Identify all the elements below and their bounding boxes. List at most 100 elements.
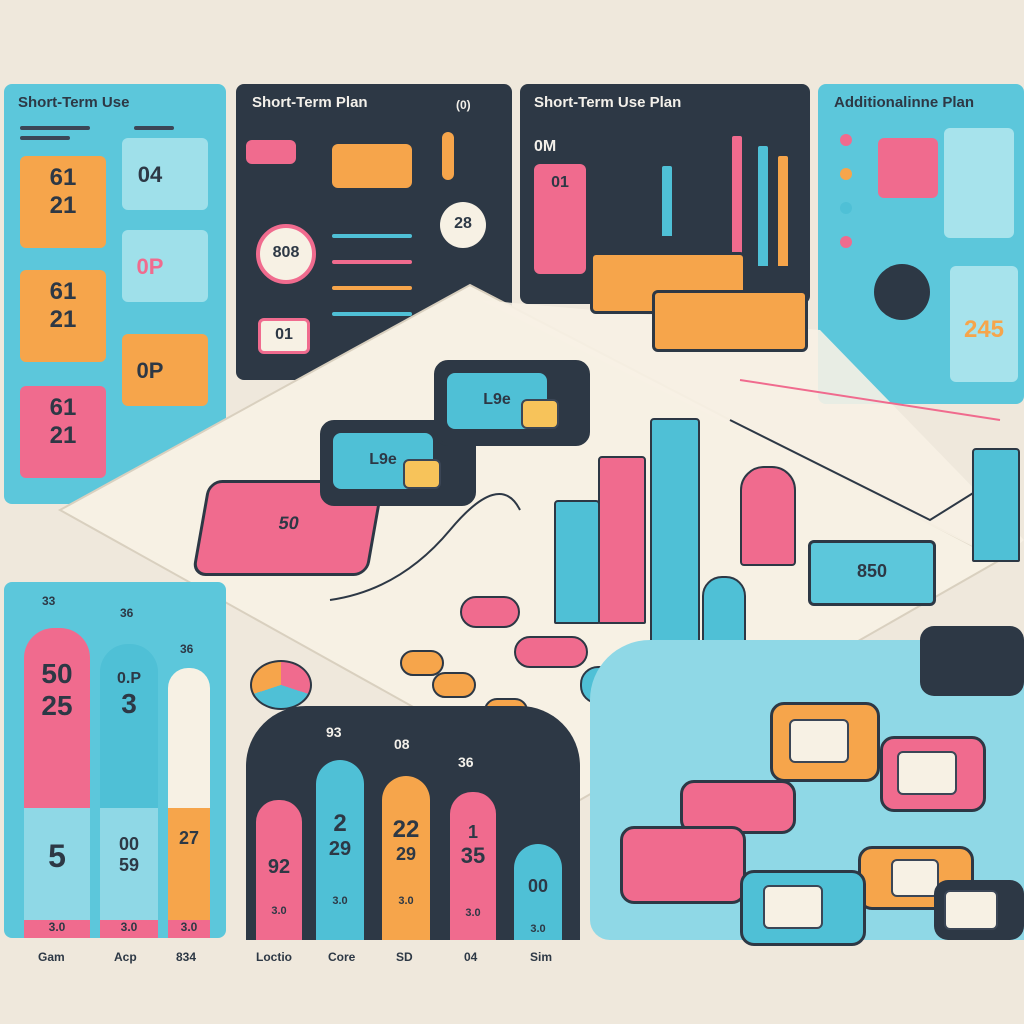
bar-label: Loctio [256, 950, 292, 964]
plan-card[interactable]: 61 21 [20, 270, 106, 362]
bar-column: 2 29 3.0 [316, 760, 364, 940]
bar-base: 3.0 [24, 920, 90, 938]
bar-value: 35 [460, 843, 486, 868]
bar-header: 36 [180, 642, 194, 656]
badge-value: 01 [275, 326, 293, 343]
bar-value: 00 [527, 876, 549, 896]
bar-column: 92 3.0 [256, 800, 302, 940]
bubble: 28 [440, 202, 486, 248]
status-dot [840, 236, 852, 248]
panel-title: Additionalinne Plan [834, 94, 975, 111]
bar-column: 00 3.0 [514, 844, 562, 940]
bar-lower: 5 [48, 838, 66, 874]
bar-top: 0.P [116, 670, 141, 687]
side-card[interactable]: 0P [122, 230, 208, 302]
bar-column: 0.P 3 00 59 3.0 [100, 644, 158, 938]
pill-button[interactable] [514, 636, 588, 668]
sim-card[interactable] [770, 702, 880, 782]
big-number-card: 245 [950, 266, 1018, 382]
bar-column: 22 29 3.0 [382, 776, 430, 940]
bar-lower-segment: 5 [24, 808, 90, 938]
side-card-value: 04 [137, 162, 163, 187]
bar-lower-segment: 27 [168, 808, 210, 938]
bar-mid: 3 [121, 688, 137, 719]
plan-card[interactable]: 61 21 [20, 156, 106, 248]
panel-label: 0M [534, 138, 557, 155]
sim-card-teal[interactable]: L9e [320, 420, 476, 506]
sim-card-label: L9e [483, 391, 511, 408]
sim-card[interactable] [620, 826, 746, 904]
mini-bar [660, 164, 674, 238]
panel-title: Short-Term Use [18, 94, 130, 111]
bar-header: 33 [42, 594, 56, 608]
bar-base-value: 3.0 [398, 895, 414, 907]
sim-card[interactable] [920, 626, 1024, 696]
panel-title: Short-Term Plan [252, 94, 368, 111]
text-line [134, 126, 174, 130]
bar-header: 36 [458, 754, 474, 770]
sim-chip [789, 719, 849, 763]
pie-circle [874, 264, 930, 320]
plan-card-bottom: 21 [49, 422, 77, 449]
bar-lower-segment: 00 59 [100, 808, 158, 938]
bar-value: 22 [392, 816, 420, 843]
bar-header: 08 [394, 736, 410, 752]
value-tag[interactable]: 850 [808, 540, 936, 606]
bar-label: Core [328, 950, 356, 964]
slider-line [332, 260, 412, 264]
bar-base-value: 3.0 [120, 920, 138, 934]
bar-base-value: 3.0 [48, 920, 66, 934]
big-number: 245 [963, 316, 1005, 343]
bar-value: 2 [333, 810, 347, 837]
bar-label: SD [396, 950, 413, 964]
slider-line [332, 234, 412, 238]
info-block [878, 138, 938, 198]
sim-card-dark[interactable]: L9e [434, 360, 590, 446]
sim-card[interactable] [934, 880, 1024, 940]
status-dot [840, 168, 852, 180]
pill-button[interactable] [460, 596, 520, 628]
panel-title: Short-Term Use Plan [534, 94, 682, 111]
pie-chart-icon [250, 660, 312, 710]
bar-base-value: 3.0 [180, 920, 198, 934]
sim-card-label: L9e [369, 451, 397, 468]
side-card[interactable]: 04 [122, 138, 208, 210]
slider-line [332, 286, 412, 290]
side-card-value: 0P [136, 254, 164, 279]
bar-3d [972, 448, 1020, 562]
info-block [944, 128, 1014, 238]
bottom-center-chart: 93 08 36 92 3.0 2 29 3.0 22 29 3.0 1 35 … [246, 706, 580, 940]
slider-line [332, 312, 412, 316]
bar-header: 36 [120, 606, 134, 620]
bar-value: 92 [267, 856, 291, 878]
plan-card-bottom: 21 [49, 306, 77, 333]
bar-label: 834 [176, 950, 197, 964]
badge: 01 [258, 318, 310, 354]
bar-lower: 27 [178, 828, 200, 848]
sim-card[interactable] [740, 870, 866, 946]
bar-3d [650, 418, 700, 646]
text-line [20, 126, 90, 130]
sim-chip [403, 459, 441, 489]
pill-button[interactable] [432, 672, 476, 698]
gauge-value: 808 [272, 244, 300, 261]
side-card[interactable]: 0P [122, 334, 208, 406]
bar-top: 50 [41, 658, 73, 689]
pill-button[interactable] [400, 650, 444, 676]
plan-card[interactable]: 61 21 [20, 386, 106, 478]
bar-3d [554, 500, 600, 624]
bar-label: Gam [38, 950, 65, 964]
plan-card-top: 61 [49, 164, 77, 191]
mini-bar [756, 144, 770, 268]
value-tag-text: 850 [856, 561, 888, 581]
plan-pill[interactable] [652, 290, 808, 352]
info-block [332, 144, 412, 188]
bar-value-2: 29 [395, 844, 417, 864]
bar-top: 1 [467, 822, 478, 842]
bar-column: 50 25 5 3.0 [24, 628, 90, 938]
plan-card-top: 61 [49, 394, 77, 421]
sim-card[interactable] [880, 736, 986, 812]
sim-chip [897, 751, 957, 795]
bar-base: 3.0 [168, 920, 210, 938]
mini-bar [776, 154, 790, 268]
